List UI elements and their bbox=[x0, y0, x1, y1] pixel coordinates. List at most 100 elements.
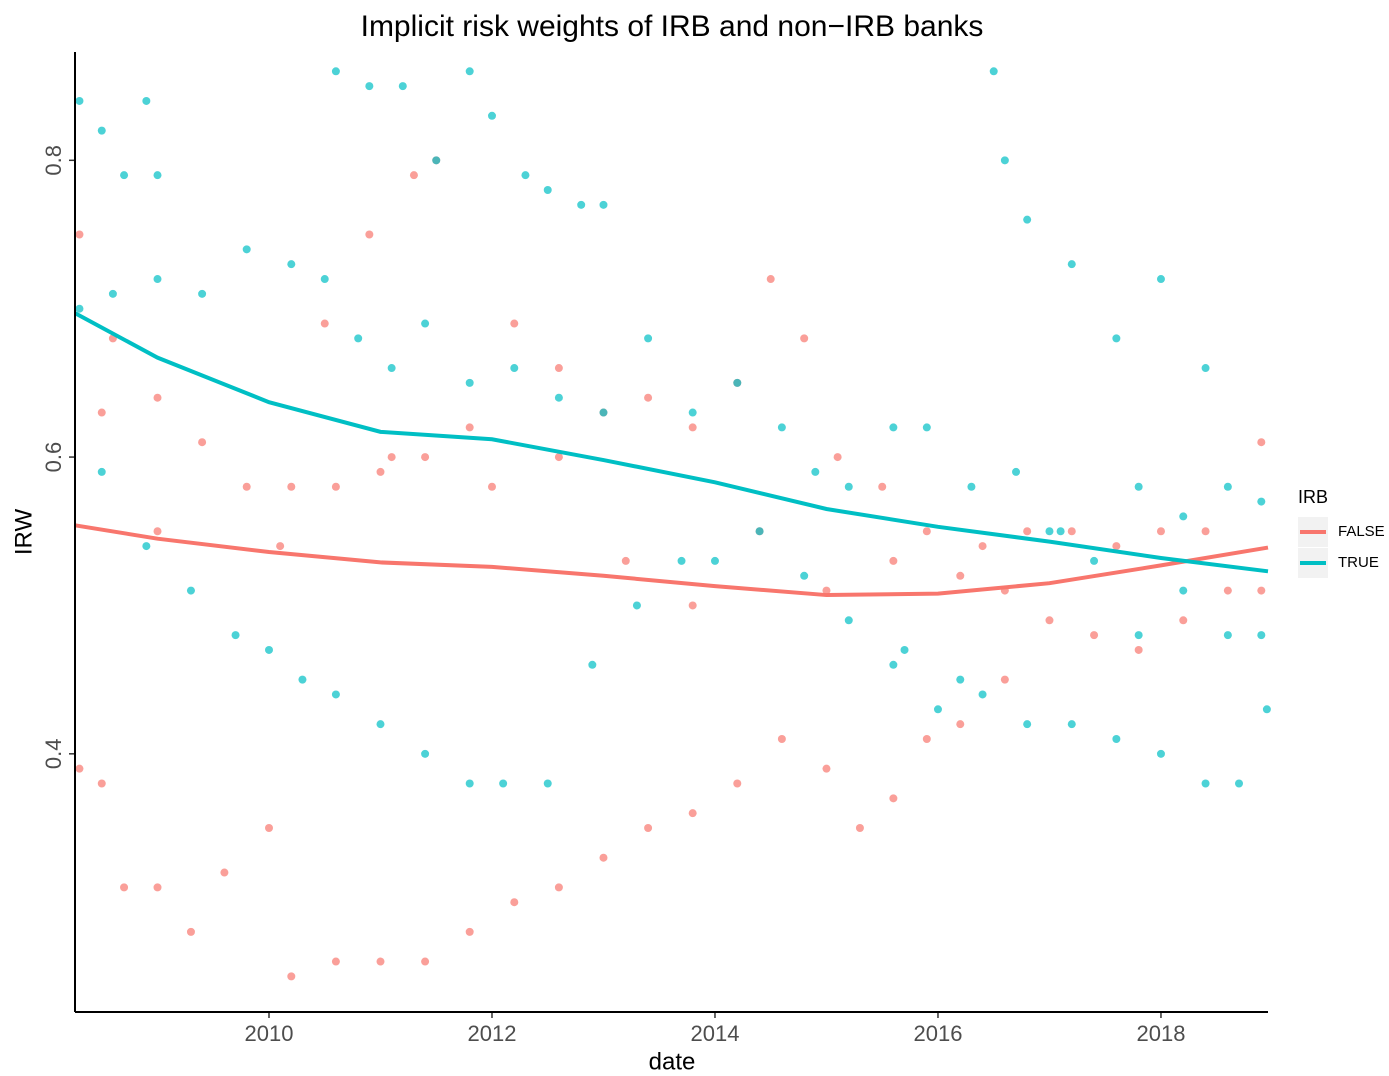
point bbox=[978, 690, 987, 699]
point bbox=[644, 334, 653, 343]
point bbox=[599, 200, 608, 209]
point bbox=[331, 67, 340, 76]
point bbox=[220, 868, 229, 877]
trend-line bbox=[74, 523, 1269, 598]
point bbox=[510, 898, 519, 907]
point bbox=[889, 660, 898, 669]
point bbox=[644, 393, 653, 402]
point bbox=[1201, 364, 1210, 373]
point bbox=[376, 957, 385, 966]
point bbox=[298, 675, 307, 684]
point bbox=[554, 453, 563, 462]
point bbox=[354, 334, 363, 343]
point bbox=[75, 764, 84, 773]
point bbox=[75, 96, 84, 105]
point bbox=[1223, 586, 1232, 595]
point bbox=[499, 779, 508, 788]
point bbox=[1223, 631, 1232, 640]
chart-title: Implicit risk weights of IRB and non−IRB… bbox=[361, 10, 984, 43]
point bbox=[198, 289, 207, 298]
point bbox=[1067, 720, 1076, 729]
point bbox=[543, 779, 552, 788]
point bbox=[365, 230, 374, 239]
point bbox=[120, 171, 129, 180]
point bbox=[265, 824, 274, 833]
point bbox=[242, 482, 251, 491]
point bbox=[1023, 215, 1032, 224]
legend-title: IRB bbox=[1298, 487, 1328, 507]
point bbox=[287, 260, 296, 269]
point bbox=[97, 408, 106, 417]
point bbox=[577, 200, 586, 209]
point bbox=[989, 67, 998, 76]
x-tick-label: 2016 bbox=[913, 1021, 962, 1046]
point bbox=[465, 67, 474, 76]
x-tick-label: 2014 bbox=[691, 1021, 740, 1046]
point bbox=[822, 764, 831, 773]
point bbox=[331, 957, 340, 966]
point bbox=[900, 645, 909, 654]
point bbox=[777, 734, 786, 743]
point bbox=[1257, 631, 1266, 640]
point bbox=[421, 453, 430, 462]
point bbox=[242, 245, 251, 254]
point bbox=[1045, 616, 1054, 625]
point bbox=[1201, 779, 1210, 788]
point bbox=[1090, 631, 1099, 640]
point bbox=[766, 275, 775, 284]
point bbox=[554, 883, 563, 892]
point bbox=[1223, 482, 1232, 491]
point bbox=[432, 156, 441, 165]
point bbox=[331, 482, 340, 491]
point bbox=[755, 527, 764, 536]
point bbox=[1023, 720, 1032, 729]
trend-line bbox=[74, 311, 1269, 574]
point bbox=[186, 586, 195, 595]
point bbox=[1179, 512, 1188, 521]
point bbox=[421, 319, 430, 328]
point bbox=[198, 438, 207, 447]
point bbox=[922, 734, 931, 743]
point bbox=[978, 542, 987, 551]
x-tick-label: 2012 bbox=[468, 1021, 517, 1046]
point bbox=[1201, 527, 1210, 536]
legend-label: TRUE bbox=[1338, 554, 1379, 571]
point bbox=[465, 423, 474, 432]
point bbox=[1156, 749, 1165, 758]
point bbox=[97, 779, 106, 788]
point bbox=[599, 853, 608, 862]
point bbox=[878, 482, 887, 491]
point bbox=[543, 185, 552, 194]
point bbox=[1023, 527, 1032, 536]
point bbox=[855, 824, 864, 833]
point bbox=[398, 82, 407, 91]
point bbox=[153, 275, 162, 284]
point bbox=[800, 571, 809, 580]
point bbox=[1090, 556, 1099, 565]
point bbox=[599, 408, 608, 417]
point bbox=[710, 556, 719, 565]
point bbox=[833, 453, 842, 462]
point bbox=[554, 393, 563, 402]
point bbox=[777, 423, 786, 432]
point bbox=[421, 749, 430, 758]
point bbox=[1112, 542, 1121, 551]
point bbox=[688, 408, 697, 417]
point bbox=[621, 556, 630, 565]
point bbox=[153, 171, 162, 180]
point bbox=[1000, 156, 1009, 165]
point bbox=[387, 453, 396, 462]
point bbox=[933, 705, 942, 714]
point bbox=[1179, 586, 1188, 595]
point bbox=[688, 601, 697, 610]
point bbox=[376, 720, 385, 729]
point bbox=[889, 556, 898, 565]
point bbox=[120, 883, 129, 892]
point bbox=[644, 824, 653, 833]
point bbox=[922, 423, 931, 432]
point bbox=[800, 334, 809, 343]
point bbox=[331, 690, 340, 699]
point bbox=[365, 82, 374, 91]
point bbox=[1067, 260, 1076, 269]
